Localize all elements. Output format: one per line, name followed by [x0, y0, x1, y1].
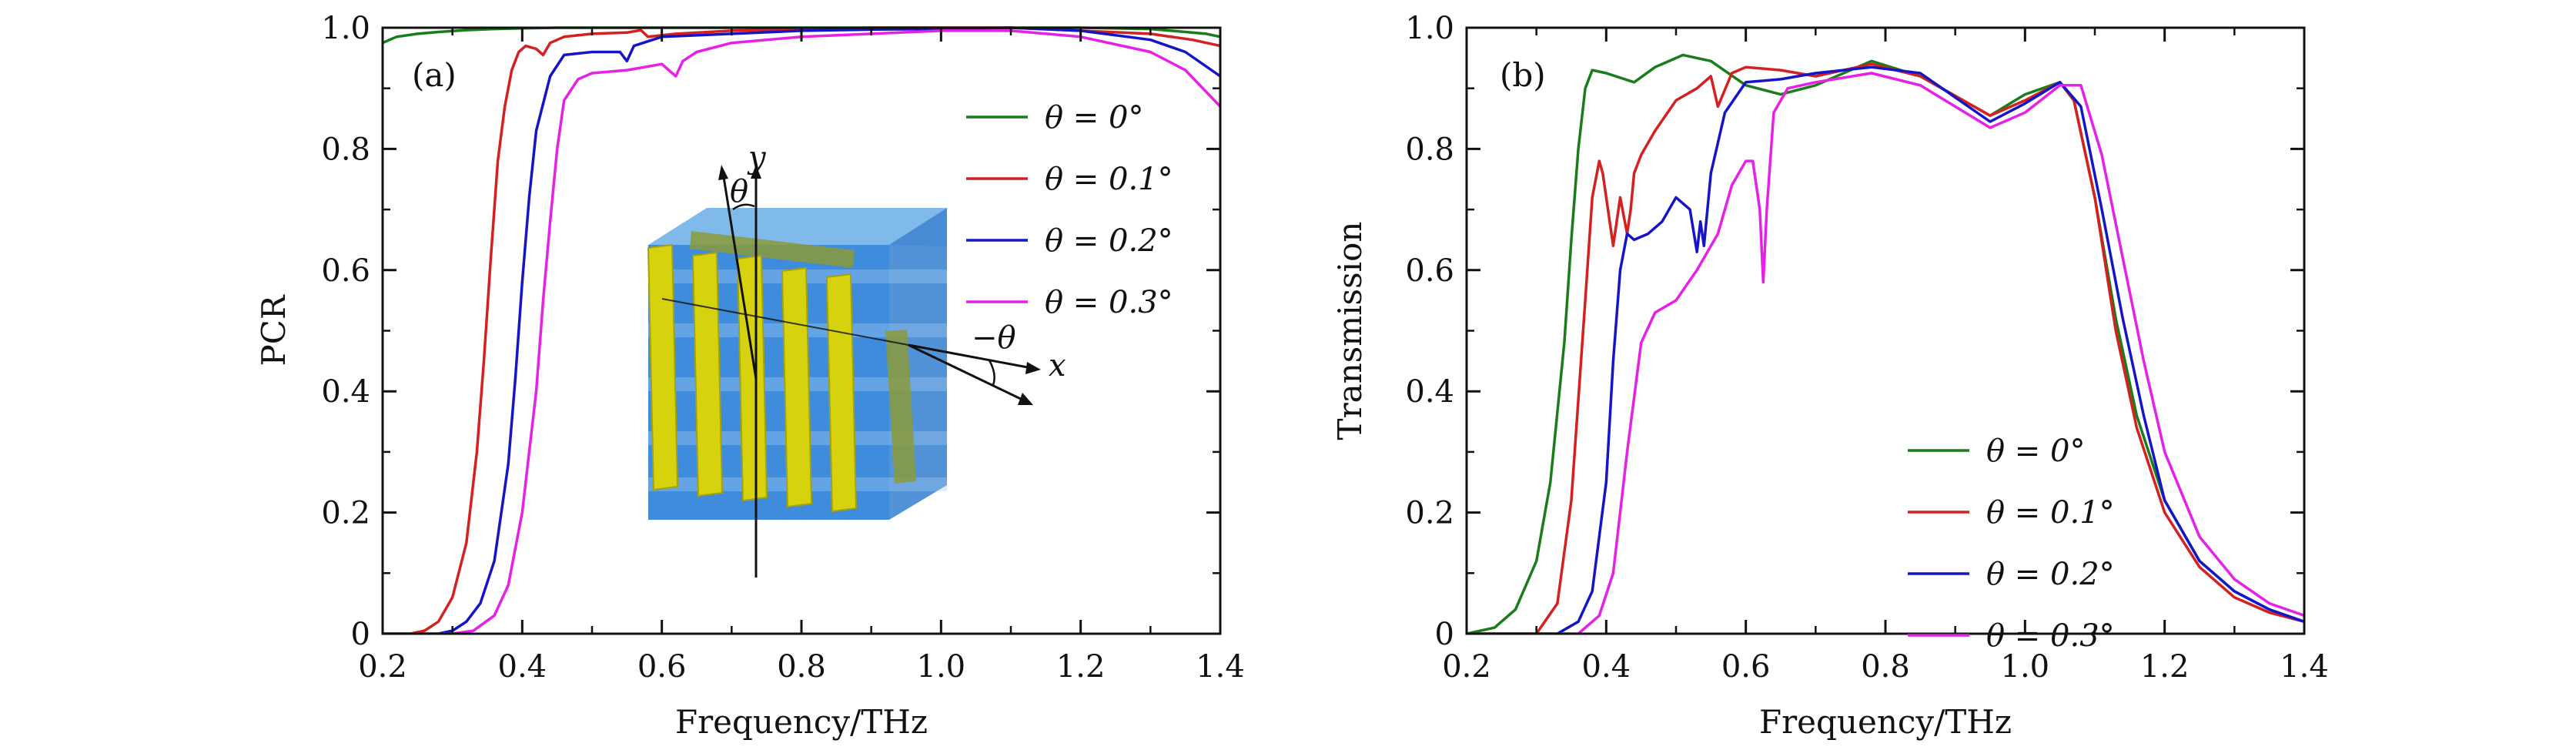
y-tick-label: 0	[1435, 617, 1454, 652]
x-tick-label: 1.2	[2140, 649, 2190, 685]
series-line-2	[1467, 65, 2304, 634]
series-line-1	[1467, 62, 2304, 634]
legend-label-0: θ = 0°	[1986, 434, 2085, 469]
series-line-3	[1467, 72, 2304, 634]
legend-label-0: θ = 0°	[1045, 100, 1143, 136]
series-lines-1	[1467, 53, 2304, 634]
legend-label-1: θ = 0.1°	[1986, 495, 2115, 531]
legend-label-3: θ = 0.3°	[1045, 285, 1173, 320]
y-tick-label: 0	[351, 617, 370, 652]
y-tick-label: 0.2	[321, 496, 370, 531]
y-axis-title: Transmission	[1331, 222, 1369, 440]
panel-a-pcr: y x θ −θ 0.2 0.4 0.6 0.8 1.0 1.2 1.400.20.40.6…	[255, 11, 1245, 741]
y-tick-label: 0.8	[1405, 132, 1454, 167]
x-tick-label: 0.8	[1861, 649, 1910, 685]
inset-neg-theta-label: −θ	[972, 320, 1016, 356]
y-tick-label: 0.4	[1405, 374, 1454, 410]
series-line-0	[1467, 53, 2304, 634]
panel-label: (a)	[412, 56, 457, 94]
legend: θ = 0° θ = 0.1° θ = 0.2° θ = 0.3°	[1908, 434, 2115, 654]
series-line-3	[383, 29, 1220, 634]
x-tick-label: 0.2	[358, 649, 407, 685]
y-tick-label: 0.6	[1405, 253, 1454, 289]
panel-label: (b)	[1500, 56, 1546, 94]
x-tick-label: 1.2	[1056, 649, 1106, 685]
x-tick-label: 1.0	[917, 649, 966, 685]
y-tick-label: 0.8	[321, 132, 370, 167]
x-tick-label: 0.4	[1582, 649, 1631, 685]
y-tick-label: 1.0	[321, 11, 370, 46]
x-tick-label: 0.6	[637, 649, 687, 685]
legend: θ = 0° θ = 0.1° θ = 0.2° θ = 0.3°	[966, 100, 1173, 320]
legend-label-3: θ = 0.3°	[1986, 618, 2115, 654]
y-tick-label: 0.6	[321, 253, 370, 289]
y-axis-title: PCR	[255, 294, 293, 366]
x-tick-label: 1.0	[2001, 649, 2050, 685]
x-tick-label: 0.6	[1721, 649, 1771, 685]
inset-theta-label: θ	[730, 174, 748, 209]
inset-y-axis-label: y	[747, 140, 767, 176]
x-tick-label: 1.4	[1196, 649, 1245, 685]
inset-grating-diagram: y x θ −θ	[647, 140, 1066, 578]
legend-label-2: θ = 0.2°	[1986, 557, 2115, 592]
x-axis-title: Frequency/THz	[1759, 703, 2012, 741]
legend-label-2: θ = 0.2°	[1045, 223, 1173, 259]
x-tick-label: 0.4	[498, 649, 547, 685]
y-tick-label: 1.0	[1405, 11, 1454, 46]
legend-label-1: θ = 0.1°	[1045, 162, 1173, 197]
y-tick-label: 0.4	[321, 374, 370, 410]
x-tick-label: 1.4	[2280, 649, 2329, 685]
x-axis-title: Frequency/THz	[675, 703, 928, 741]
panel-b-transmission: 0.2 0.4 0.6 0.8 1.0 1.2 1.400.20.40.60.81.0Fre…	[1331, 11, 2329, 741]
y-tick-label: 0.2	[1405, 496, 1454, 531]
x-tick-label: 0.2	[1442, 649, 1491, 685]
inset-x-axis-label: x	[1049, 348, 1066, 383]
x-tick-label: 0.8	[777, 649, 826, 685]
